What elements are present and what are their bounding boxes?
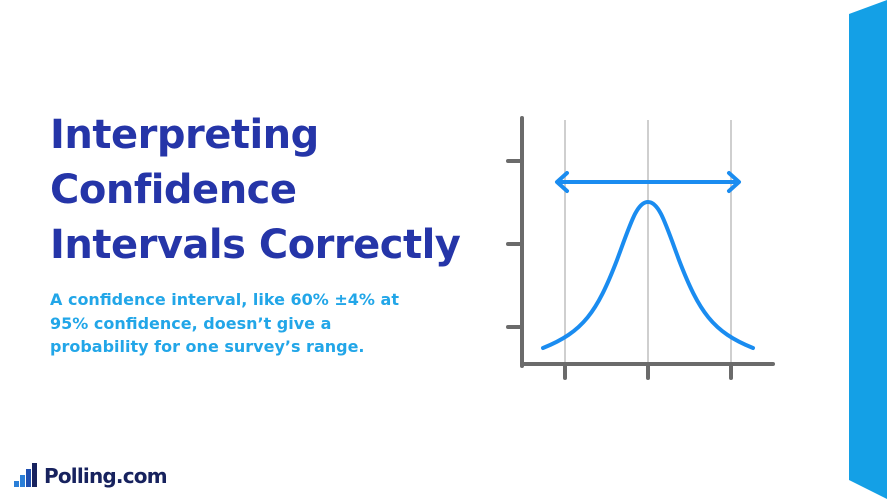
title-line-1: Interpreting <box>50 112 319 158</box>
subtitle-line-3: probability for one survey’s range. <box>50 337 365 356</box>
side-ribbon <box>849 0 887 499</box>
logo-text: Polling.com <box>44 464 168 488</box>
polling-logo: Polling.com <box>14 462 168 490</box>
page-title: Interpreting Confidence Intervals Correc… <box>50 108 490 273</box>
interval-arrow-right-head <box>727 171 741 193</box>
bar-steps-logo-icon <box>14 463 37 487</box>
bell-curve <box>541 200 755 350</box>
subtitle-line-2: 95% confidence, doesn’t give a <box>50 313 332 333</box>
title-line-2: Confidence <box>50 167 297 213</box>
interval-arrow-left-head <box>555 171 569 193</box>
subtitle-line-1: A confidence interval, like 60% ±4% at <box>50 290 399 309</box>
bell-curve-interval-icon <box>506 116 775 380</box>
title-line-3: Intervals Correctly <box>50 222 461 268</box>
subtitle: A confidence interval, like 60% ±4% at 9… <box>50 288 450 359</box>
